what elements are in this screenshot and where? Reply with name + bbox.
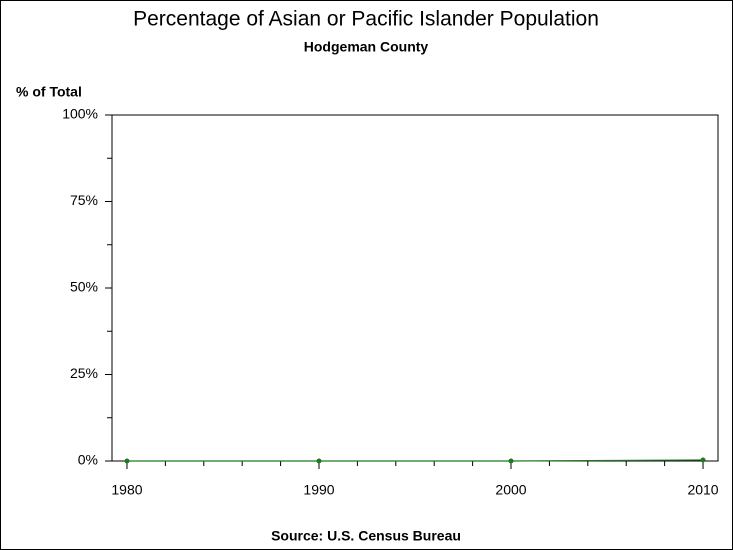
data-point	[124, 458, 130, 464]
y-tick-label: 50%	[70, 279, 98, 295]
x-tick-label: 1990	[303, 482, 334, 498]
chart-title: Percentage of Asian or Pacific Islander …	[133, 8, 599, 31]
data-point	[508, 458, 514, 464]
data-line	[126, 459, 704, 462]
data-point	[700, 457, 706, 463]
x-tick-label: 1980	[111, 482, 142, 498]
x-tick-label: 2010	[687, 482, 718, 498]
y-tick-label: 75%	[70, 192, 98, 208]
source-note: Source: U.S. Census Bureau	[271, 528, 461, 544]
y-axis-label: % of Total	[16, 84, 82, 100]
y-tick-label: 0%	[78, 452, 98, 468]
x-tick-label: 2000	[495, 482, 526, 498]
data-point	[316, 458, 322, 464]
chart-subtitle: Hodgeman County	[304, 39, 429, 55]
y-tick-label: 25%	[70, 365, 98, 381]
y-tick-label: 100%	[62, 106, 98, 122]
